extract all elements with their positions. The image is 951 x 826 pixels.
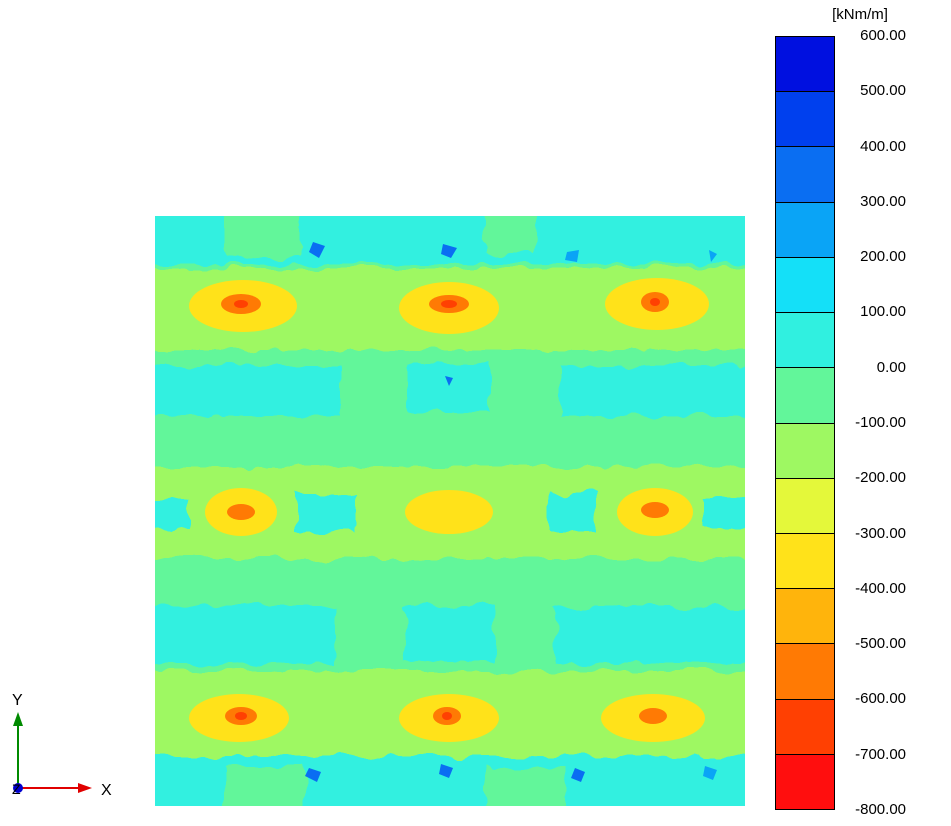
legend-band-10: [776, 589, 834, 645]
sag-orange-9: [639, 708, 667, 724]
band-cyan-row2b: [405, 606, 495, 661]
legend-label-11: -500.00: [855, 635, 906, 653]
legend-band-3: [776, 202, 834, 258]
legend-band-9: [776, 533, 834, 590]
legend-label-13: -700.00: [855, 745, 906, 763]
legend-band-0: [776, 37, 834, 93]
peak-blue-2: [441, 244, 457, 258]
band-cyan-mid-edge-r: [703, 498, 745, 528]
legend-band-8: [776, 478, 834, 534]
peak-blue-6: [439, 764, 453, 778]
axis-triad: Y X Z: [12, 692, 112, 799]
y-axis-arrowhead: [13, 712, 23, 726]
band-cyan-mid-left: [295, 494, 355, 532]
sag-red-8: [442, 712, 452, 720]
band-green-top-gap-1: [225, 216, 300, 258]
legend-label-12: -600.00: [855, 690, 906, 708]
band-green-bot-gap-1: [225, 766, 305, 806]
legend-label-0: 600.00: [860, 27, 906, 44]
sag-orange-4: [227, 504, 255, 520]
legend-band-13: [776, 754, 834, 810]
legend-band-7: [776, 423, 834, 479]
legend-label-10: -400.00: [855, 579, 906, 597]
peak-blue-1: [309, 242, 325, 258]
band-cyan-mid-edge-l: [155, 498, 190, 528]
legend-band-5: [776, 313, 834, 369]
legend-band-4: [776, 257, 834, 314]
contour-plot: [155, 216, 745, 806]
legend-label-8: -200.00: [855, 469, 906, 487]
peak-blue-7: [571, 768, 585, 782]
legend-band-2: [776, 147, 834, 203]
z-axis-label: Z: [12, 781, 21, 797]
band-green-bot-gap-2: [485, 768, 565, 806]
legend-label-2: 400.00: [860, 137, 906, 155]
sag-red-1: [234, 300, 248, 308]
band-green-top-gap-2: [485, 216, 535, 254]
legend-label-9: -300.00: [855, 524, 906, 542]
peak-blue-9: [445, 376, 453, 386]
sag-red-2: [441, 300, 457, 308]
color-legend-bar: [775, 36, 835, 810]
legend-label-1: 500.00: [860, 82, 906, 100]
band-cyan-row2: [155, 606, 335, 664]
legend-label-7: -100.00: [855, 414, 906, 431]
peak-blue-5: [305, 768, 321, 782]
x-axis-arrowhead: [78, 783, 92, 793]
sag-yellow-5: [405, 490, 493, 534]
legend-label-4: 200.00: [860, 248, 906, 266]
band-cyan-row1b: [410, 364, 490, 412]
legend-band-11: [776, 644, 834, 700]
legend-band-12: [776, 699, 834, 755]
peak-blue-4: [709, 250, 717, 262]
legend-unit-label: [kNm/m]: [832, 6, 888, 23]
legend-band-6: [776, 368, 834, 424]
band-cyan-row1c: [560, 366, 745, 416]
sag-red-3: [650, 298, 660, 306]
band-cyan-mid-right: [550, 494, 595, 532]
sag-red-7: [235, 712, 247, 720]
legend-label-5: 100.00: [860, 303, 906, 321]
legend-band-1: [776, 92, 834, 148]
x-axis-label: X: [101, 782, 112, 799]
band-cyan-row1: [155, 366, 340, 416]
legend-label-6: 0.00: [876, 358, 906, 376]
z-axis-marker: [13, 783, 23, 793]
legend-label-3: 300.00: [860, 192, 906, 210]
peak-blue-3: [565, 250, 579, 262]
sag-orange-6: [641, 502, 669, 518]
peak-blue-8: [703, 766, 717, 780]
legend-label-14: -800.00: [855, 801, 906, 818]
band-cyan-row2c: [555, 608, 745, 663]
y-axis-label: Y: [12, 692, 23, 709]
